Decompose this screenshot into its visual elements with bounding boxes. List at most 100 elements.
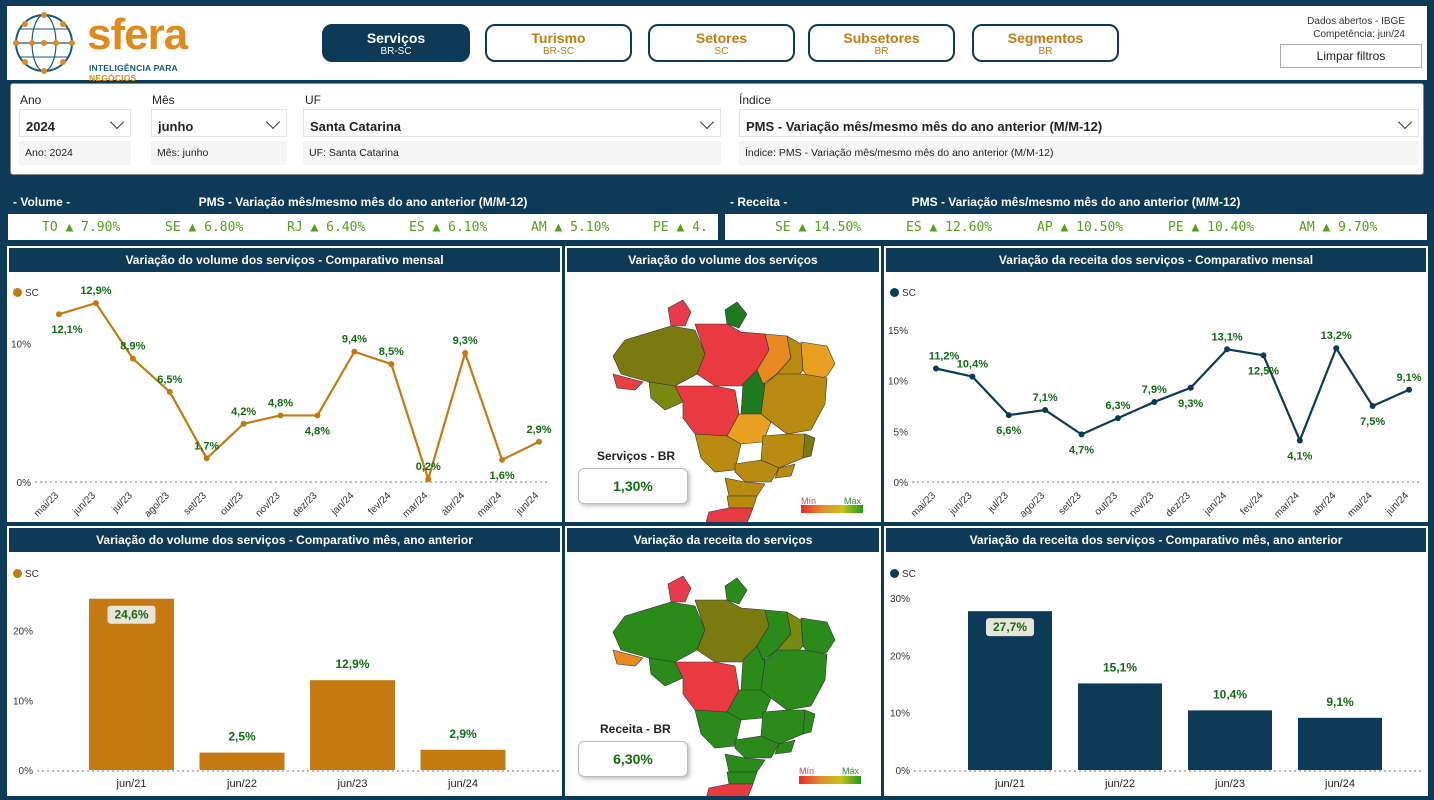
ticker-item: SE ▲ 14.50% — [775, 220, 862, 235]
nav-setores-button[interactable]: Setores SC — [648, 24, 795, 62]
nav-subsetores-button[interactable]: Subsetores BR — [808, 24, 955, 62]
panel-title: Variação do volume dos serviços - Compar… — [9, 528, 560, 552]
x-tick-label: jun/23 — [70, 490, 98, 518]
filter-mes-select[interactable]: junho — [151, 109, 287, 137]
x-tick-label: jun/23 — [947, 490, 975, 518]
data-point — [1333, 345, 1340, 352]
data-source: Dados abertos - IBGE — [1307, 16, 1405, 27]
ticker-item: ES ▲ 12.60% — [906, 220, 993, 235]
data-point — [536, 438, 542, 445]
state-RS — [705, 507, 754, 522]
scale-min-label: Mín — [799, 766, 815, 776]
data-label: 7,9% — [1142, 384, 1167, 396]
filter-ano-value: 2024 — [26, 119, 55, 134]
data-point — [425, 476, 432, 483]
data-point — [56, 311, 62, 318]
nav-turismo-button[interactable]: Turismo BR-SC — [485, 24, 632, 62]
ticker-item: TO ▲ 7.90% — [42, 220, 121, 235]
data-point — [129, 355, 136, 362]
filter-ano-select[interactable]: 2024 — [19, 109, 131, 137]
brazil-volume-map[interactable] — [565, 274, 881, 522]
data-label: 9,1% — [1326, 695, 1354, 709]
bar — [968, 611, 1052, 770]
data-label: 1,7% — [194, 440, 219, 452]
data-label: 6,5% — [157, 374, 182, 386]
state-MT — [674, 385, 740, 437]
data-label: 4,2% — [231, 406, 256, 418]
panel-title: Variação da receita dos serviços - Compa… — [886, 528, 1426, 552]
data-label: 2,9% — [449, 727, 477, 741]
data-point — [1296, 437, 1303, 444]
x-tick-label: set/23 — [1057, 490, 1084, 517]
state-NE — [800, 617, 836, 659]
y-tick-label: 0% — [896, 766, 911, 777]
state-SC — [726, 495, 758, 509]
y-tick-label: 5% — [894, 427, 909, 438]
x-tick-label: jun/23 — [337, 778, 368, 790]
data-label: 11,2% — [929, 351, 960, 363]
state-BA — [760, 373, 828, 435]
data-point — [1151, 398, 1158, 405]
x-tick-label: out/23 — [1093, 490, 1121, 518]
x-tick-label: nov/23 — [254, 490, 283, 519]
data-label: 12,9% — [335, 657, 369, 671]
data-point — [166, 388, 173, 395]
y-tick-label: 0% — [17, 478, 32, 489]
filter-uf-select[interactable]: Santa Catarina — [303, 109, 721, 137]
filter-uf-value: Santa Catarina — [310, 119, 402, 134]
kpi-servicos-br: 1,30% — [578, 468, 688, 504]
data-label: 0,2% — [416, 461, 441, 473]
color-scale — [799, 776, 861, 784]
state-AP — [724, 301, 748, 329]
filter-indice-value: PMS - Variação mês/mesmo mês do ano ante… — [746, 119, 1103, 134]
data-point — [933, 365, 939, 372]
nav-segmentos-button[interactable]: Segmentos BR — [972, 24, 1119, 62]
clear-filters-button[interactable]: Limpar filtros — [1280, 44, 1422, 68]
filter-mes-label: Mês — [152, 93, 175, 107]
ticker-volume-title: PMS - Variação mês/mesmo mês do ano ante… — [198, 195, 528, 209]
ticker-item: AM ▲ 5.10% — [531, 220, 610, 235]
x-tick-label: mai/24 — [1346, 490, 1375, 519]
data-label: 2,9% — [526, 424, 551, 436]
x-tick-label: mar/24 — [1272, 490, 1302, 520]
data-point — [277, 412, 284, 419]
ticker-volume: - Volume - PMS - Variação mês/mesmo mês … — [7, 189, 719, 241]
state-SP — [734, 735, 780, 759]
filter-indice-select[interactable]: PMS - Variação mês/mesmo mês do ano ante… — [739, 109, 1419, 137]
x-tick-label: nov/23 — [1127, 490, 1156, 519]
data-label: 13,2% — [1321, 330, 1352, 342]
state-NE — [800, 341, 836, 383]
legend-dot-icon — [13, 288, 22, 297]
x-tick-label: jul/23 — [986, 490, 1012, 516]
ticker-receita-header: - Receita - PMS - Variação mês/mesmo mês… — [725, 190, 1427, 214]
brazil-receita-map[interactable] — [565, 554, 881, 796]
y-tick-label: 20% — [890, 651, 910, 662]
bar — [310, 680, 395, 770]
x-tick-label: jan/24 — [329, 490, 357, 518]
x-tick-label: mai/23 — [909, 490, 938, 519]
brand-name: sfera — [87, 10, 188, 59]
data-label: 8,5% — [379, 346, 404, 358]
volume-monthly-chart: 0% 10% 12,1% mai/23 12,9% jun/23 8,9% jul/23 6,5… — [11, 285, 552, 520]
ticker-receita-title: PMS - Variação mês/mesmo mês do ano ante… — [911, 195, 1241, 209]
y-tick-label: 10% — [888, 377, 908, 388]
ticker-volume-header: - Volume - PMS - Variação mês/mesmo mês … — [8, 190, 718, 214]
ticker-item: ES ▲ 6.10% — [409, 220, 488, 235]
state-PR — [724, 477, 766, 497]
data-label: 6,6% — [996, 425, 1021, 437]
ticker-item: SE ▲ 6.80% — [165, 220, 244, 235]
chevron-down-icon — [265, 114, 281, 130]
y-tick-label: 10% — [890, 709, 910, 720]
data-label: 9,4% — [342, 334, 367, 346]
panel-title: Variação da receita do serviços — [567, 528, 879, 552]
data-point — [969, 373, 976, 380]
y-tick-label: 10% — [11, 339, 31, 350]
data-point — [1114, 415, 1121, 422]
state-MT — [674, 661, 740, 713]
data-point — [1187, 384, 1194, 391]
panel-volume-map: Variação do volume dos serviços Serviços… — [565, 246, 881, 522]
nav-servicos-button[interactable]: Serviços BR-SC — [322, 24, 470, 62]
data-point — [1078, 431, 1085, 438]
bar-label-badge — [986, 618, 1034, 637]
y-tick-label: 0% — [19, 766, 34, 777]
